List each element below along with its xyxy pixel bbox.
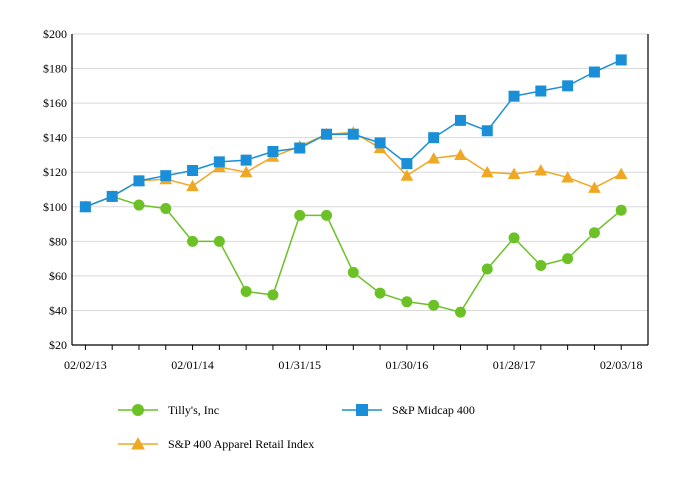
data-point (428, 299, 440, 311)
data-point (561, 171, 574, 183)
data-point (267, 145, 279, 157)
data-point (160, 203, 172, 215)
data-point (213, 156, 225, 168)
series-square (79, 54, 627, 213)
data-point (588, 181, 601, 193)
legend-item: Tilly's, Inc (118, 403, 219, 417)
y-tick-label: $180 (43, 62, 67, 76)
legend: Tilly's, Inc S&P Midcap 400 S&P 400 Appare… (118, 403, 475, 451)
data-point (535, 260, 547, 272)
y-tick-label: $20 (49, 338, 67, 352)
legend-marker (356, 404, 368, 416)
x-tick-label: 01/30/16 (386, 358, 429, 372)
data-point (454, 148, 467, 161)
x-tick-label: 01/31/15 (278, 358, 321, 372)
data-point (534, 164, 548, 176)
legend-item: S&P 400 Apparel Retail Index (118, 437, 314, 451)
legend-marker (131, 437, 145, 450)
data-point (615, 54, 627, 66)
data-point (588, 66, 600, 78)
data-point (347, 266, 359, 278)
data-point (294, 142, 306, 154)
y-tick-label: $60 (49, 269, 67, 283)
y-tick-label: $100 (43, 200, 67, 214)
data-point (133, 175, 145, 187)
data-point (321, 128, 333, 140)
y-tick-label: $80 (49, 234, 67, 248)
y-tick-label: $200 (43, 27, 67, 41)
x-tick-label: 02/03/18 (600, 358, 643, 372)
y-tick-label: $120 (43, 165, 67, 179)
x-tick-label: 02/01/14 (171, 358, 214, 372)
data-point (267, 289, 279, 301)
x-axis-tick-labels: 02/02/13 02/01/14 01/31/15 01/30/16 01/28/17… (64, 358, 642, 372)
data-point (427, 152, 440, 164)
data-point (508, 90, 520, 102)
data-point (401, 158, 413, 170)
data-point (428, 132, 440, 144)
data-point (213, 235, 225, 247)
legend-label: S&P 400 Apparel Retail Index (168, 437, 314, 451)
data-point (186, 179, 199, 192)
data-point (160, 170, 172, 182)
data-point (535, 85, 547, 97)
data-point (507, 167, 521, 180)
data-point (374, 137, 386, 149)
data-point (240, 154, 252, 166)
data-point (615, 204, 627, 216)
data-point (454, 114, 466, 126)
gridlines (72, 33, 648, 346)
legend-label: Tilly's, Inc (168, 403, 219, 417)
y-tick-label: $140 (43, 131, 67, 145)
y-tick-label: $160 (43, 96, 67, 110)
legend-item: S&P Midcap 400 (342, 403, 475, 417)
data-point (240, 285, 252, 297)
data-point (400, 169, 414, 181)
data-point (187, 164, 199, 176)
data-point (294, 209, 306, 221)
series-layer (79, 54, 628, 318)
data-point (614, 167, 628, 180)
data-point (79, 201, 91, 213)
data-point (454, 306, 466, 318)
data-point (508, 232, 520, 244)
x-tick-label: 02/02/13 (64, 358, 107, 372)
data-point (480, 165, 494, 178)
y-tick-label: $40 (49, 303, 67, 317)
data-point (106, 190, 118, 202)
data-point (321, 209, 333, 221)
data-point (239, 165, 253, 178)
data-point (347, 128, 359, 140)
axes (71, 34, 649, 350)
series-circle (79, 190, 627, 318)
data-point (401, 296, 413, 308)
x-tick-label: 01/28/17 (493, 358, 536, 372)
data-point (481, 125, 493, 137)
data-point (481, 263, 493, 275)
data-point (133, 199, 145, 211)
data-point (562, 253, 574, 265)
legend-label: S&P Midcap 400 (392, 403, 475, 417)
data-point (562, 80, 574, 92)
y-axis-tick-labels: $200 $180 $160 $140 $120 $100 $80 $60 $40 $20 (43, 27, 67, 352)
data-point (374, 287, 386, 299)
legend-marker (132, 404, 144, 416)
data-point (187, 235, 199, 247)
data-point (588, 227, 600, 239)
